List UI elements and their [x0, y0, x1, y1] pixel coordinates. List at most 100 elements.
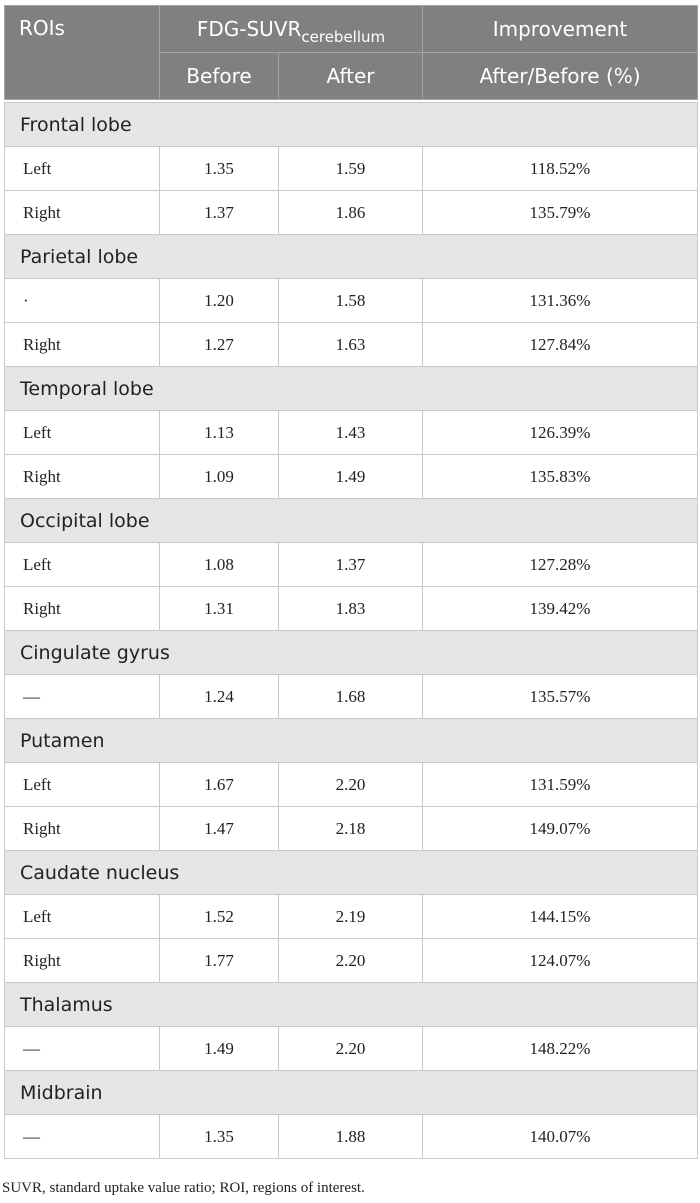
results-table-container: ROIs FDG-SUVRcerebellum Improvement Befo… — [4, 5, 698, 1159]
table-row: Left 1.35 1.59 118.52% — [4, 146, 698, 191]
table-row: —1.24 1.68 135.57% — [4, 674, 698, 719]
side-cell: Right — [4, 938, 160, 983]
before-cell: 1.27 — [159, 322, 279, 367]
table-body: Frontal lobe Left 1.35 1.59 118.52% Right 1.37… — [4, 99, 698, 1159]
section-row: Thalamus — [4, 982, 698, 1027]
table-row: Left 1.13 1.43 126.39% — [4, 410, 698, 455]
before-cell: 1.77 — [159, 938, 279, 983]
improvement-cell: 149.07% — [422, 806, 698, 851]
after-cell: 1.88 — [278, 1114, 423, 1159]
before-cell: 1.09 — [159, 454, 279, 499]
section-row: Putamen — [4, 718, 698, 763]
table-row: Right 1.47 2.18 149.07% — [4, 806, 698, 851]
section-label: Frontal lobe — [4, 102, 698, 147]
section-label: Parietal lobe — [4, 234, 698, 279]
before-cell: 1.47 — [159, 806, 279, 851]
before-cell: 1.52 — [159, 894, 279, 939]
section-label: Occipital lobe — [4, 498, 698, 543]
improvement-cell: 131.36% — [422, 278, 698, 323]
after-cell: 2.18 — [278, 806, 423, 851]
section-label: Cingulate gyrus — [4, 630, 698, 675]
after-cell: 1.63 — [278, 322, 423, 367]
after-cell: 1.37 — [278, 542, 423, 587]
table-row: Left 1.08 1.37 127.28% — [4, 542, 698, 587]
table-row: Right 1.09 1.49 135.83% — [4, 454, 698, 499]
side-cell: Left — [4, 410, 160, 455]
after-cell: 2.20 — [278, 762, 423, 807]
side-cell: Right — [4, 454, 160, 499]
header-fdg-sub: cerebellum — [301, 28, 386, 46]
table-row: Left 1.52 2.19 144.15% — [4, 894, 698, 939]
improvement-cell: 126.39% — [422, 410, 698, 455]
section-row: Caudate nucleus — [4, 850, 698, 895]
before-cell: 1.37 — [159, 190, 279, 235]
section-label: Midbrain — [4, 1070, 698, 1115]
side-cell: — — [4, 1114, 160, 1159]
before-cell: 1.49 — [159, 1026, 279, 1071]
table-row: Right 1.37 1.86 135.79% — [4, 190, 698, 235]
table-row: Right 1.27 1.63 127.84% — [4, 322, 698, 367]
before-cell: 1.08 — [159, 542, 279, 587]
table-row: Left 1.67 2.20 131.59% — [4, 762, 698, 807]
table-row: Right 1.77 2.20 124.07% — [4, 938, 698, 983]
after-cell: 1.86 — [278, 190, 423, 235]
improvement-cell: 140.07% — [422, 1114, 698, 1159]
improvement-cell: 139.42% — [422, 586, 698, 631]
after-cell: 2.19 — [278, 894, 423, 939]
side-cell: — — [4, 1026, 160, 1071]
section-row: Midbrain — [4, 1070, 698, 1115]
after-cell: 1.43 — [278, 410, 423, 455]
after-cell: 1.49 — [278, 454, 423, 499]
improvement-cell: 148.22% — [422, 1026, 698, 1071]
section-row: Parietal lobe — [4, 234, 698, 279]
improvement-cell: 135.57% — [422, 674, 698, 719]
section-row: Temporal lobe — [4, 366, 698, 411]
after-cell: 1.59 — [278, 146, 423, 191]
section-label: Temporal lobe — [4, 366, 698, 411]
header-ratio: After/Before (%) — [422, 52, 698, 100]
improvement-cell: 118.52% — [422, 146, 698, 191]
side-cell: Right — [4, 322, 160, 367]
side-cell: · — [4, 278, 160, 323]
improvement-cell: 127.84% — [422, 322, 698, 367]
header-before: Before — [159, 52, 279, 100]
side-cell: Left — [4, 894, 160, 939]
before-cell: 1.31 — [159, 586, 279, 631]
section-row: Frontal lobe — [4, 102, 698, 147]
side-cell: Right — [4, 586, 160, 631]
before-cell: 1.67 — [159, 762, 279, 807]
after-cell: 1.83 — [278, 586, 423, 631]
side-cell: Right — [4, 806, 160, 851]
table-row: —1.35 1.88 140.07% — [4, 1114, 698, 1159]
after-cell: 2.20 — [278, 938, 423, 983]
improvement-cell: 135.83% — [422, 454, 698, 499]
side-cell: Left — [4, 146, 160, 191]
header-after: After — [278, 52, 423, 100]
table-header: ROIs FDG-SUVRcerebellum Improvement Befo… — [4, 5, 698, 100]
before-cell: 1.13 — [159, 410, 279, 455]
improvement-cell: 131.59% — [422, 762, 698, 807]
table-footnote: SUVR, standard uptake value ratio; ROI, … — [2, 1180, 365, 1196]
after-cell: 2.20 — [278, 1026, 423, 1071]
header-rois: ROIs — [4, 5, 160, 100]
suvr-table: ROIs FDG-SUVRcerebellum Improvement Befo… — [4, 5, 698, 1159]
section-label: Thalamus — [4, 982, 698, 1027]
before-cell: 1.24 — [159, 674, 279, 719]
before-cell: 1.35 — [159, 146, 279, 191]
improvement-cell: 124.07% — [422, 938, 698, 983]
table-row: —1.49 2.20 148.22% — [4, 1026, 698, 1071]
after-cell: 1.58 — [278, 278, 423, 323]
side-cell: — — [4, 674, 160, 719]
before-cell: 1.35 — [159, 1114, 279, 1159]
improvement-cell: 127.28% — [422, 542, 698, 587]
table-row: · 1.20 1.58 131.36% — [4, 278, 698, 323]
improvement-cell: 135.79% — [422, 190, 698, 235]
table-row: Right 1.31 1.83 139.42% — [4, 586, 698, 631]
improvement-cell: 144.15% — [422, 894, 698, 939]
after-cell: 1.68 — [278, 674, 423, 719]
section-row: Occipital lobe — [4, 498, 698, 543]
header-fdg-main: FDG-SUVR — [196, 17, 302, 41]
section-label: Caudate nucleus — [4, 850, 698, 895]
section-label: Putamen — [4, 718, 698, 763]
header-fdg-suvr: FDG-SUVRcerebellum — [159, 5, 423, 53]
